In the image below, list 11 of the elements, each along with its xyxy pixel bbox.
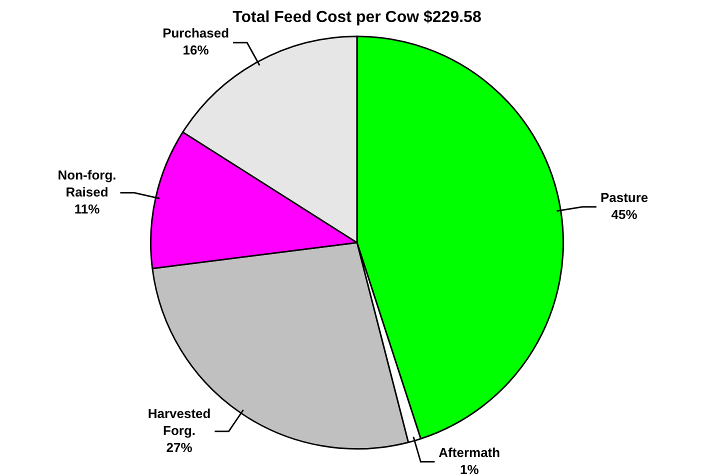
data-label: 1%	[460, 462, 480, 476]
slice-label: Aftermath	[438, 444, 500, 460]
slice-label: Non-forg. Raised	[58, 167, 116, 200]
slice-label: Harvested Forg.	[148, 406, 211, 438]
slice-label: Pasture	[600, 190, 648, 205]
data-label: 45%	[611, 206, 638, 222]
data-label: 11%	[74, 201, 100, 216]
data-label: 16%	[182, 42, 210, 58]
data-label: 27%	[166, 440, 193, 455]
slice-label: Purchased	[162, 26, 230, 41]
chart-title: Total Feed Cost per Cow $229.58	[232, 9, 482, 26]
